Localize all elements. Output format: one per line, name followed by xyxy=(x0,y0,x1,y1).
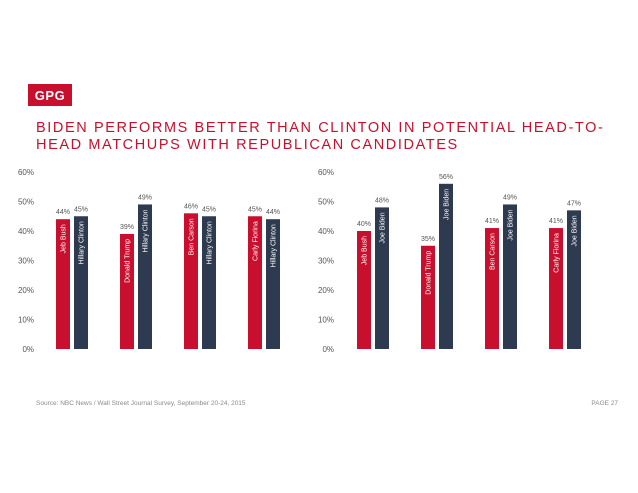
page-number: PAGE 27 xyxy=(591,400,618,407)
y-tick-label: 50% xyxy=(318,198,334,207)
candidate-label: Ben Carson xyxy=(490,233,497,270)
data-label: 45% xyxy=(248,206,262,213)
bar xyxy=(184,213,198,349)
bar xyxy=(202,216,216,349)
gpg-logo: GPG xyxy=(28,84,72,106)
bar xyxy=(375,207,389,349)
candidate-label: Hillary Clinton xyxy=(271,224,278,267)
bar xyxy=(120,233,134,349)
slide-title: BIDEN PERFORMS BETTER THAN CLINTON IN PO… xyxy=(36,120,605,153)
data-label: 40% xyxy=(357,221,371,228)
candidate-label: Donald Trump xyxy=(426,251,433,295)
clinton-matchups-chart: 0% 10% 20% 30% 40% 50% 60% 44% Jeb Bush 45% Hillar… xyxy=(18,168,280,354)
data-label: 41% xyxy=(549,218,563,225)
bar xyxy=(485,228,499,349)
data-label: 41% xyxy=(485,218,499,225)
data-label: 46% xyxy=(184,203,198,210)
data-label: 47% xyxy=(567,200,581,207)
candidate-label: Joe Biden xyxy=(508,209,515,240)
candidate-label: Hillary Clinton xyxy=(79,221,86,264)
source-note: Source: NBC News / Wall Street Journal S… xyxy=(36,400,246,407)
bar xyxy=(357,231,371,349)
bar xyxy=(248,216,262,349)
y-tick-label: 30% xyxy=(18,257,34,266)
bar xyxy=(567,210,581,349)
data-label: 44% xyxy=(56,209,70,216)
y-tick-label: 60% xyxy=(318,168,334,177)
candidate-label: Carly Fiorina xyxy=(554,233,561,273)
data-label: 35% xyxy=(421,236,435,243)
y-tick-label: 0% xyxy=(22,345,34,354)
data-label: 49% xyxy=(503,194,517,201)
y-tick-label: 50% xyxy=(18,198,34,207)
y-tick-label: 20% xyxy=(318,286,334,295)
candidate-label: Carly Fiorina xyxy=(253,221,260,261)
bar xyxy=(56,219,70,349)
bar xyxy=(503,204,517,349)
data-label: 56% xyxy=(439,174,453,181)
bar xyxy=(138,204,152,349)
y-tick-label: 0% xyxy=(322,345,334,354)
data-label: 45% xyxy=(202,206,216,213)
bar xyxy=(439,183,453,349)
candidate-label: Joe Biden xyxy=(380,212,387,243)
candidate-label: Joe Biden xyxy=(572,215,579,246)
y-tick-label: 60% xyxy=(18,168,34,177)
candidate-label: Donald Trump xyxy=(125,239,132,283)
y-tick-label: 40% xyxy=(318,227,334,236)
data-label: 45% xyxy=(74,206,88,213)
y-tick-label: 10% xyxy=(18,316,34,325)
candidate-label: Hillary Clinton xyxy=(207,221,214,264)
data-label: 39% xyxy=(120,224,134,231)
data-label: 48% xyxy=(375,197,389,204)
candidate-label: Jeb Bush xyxy=(362,236,369,265)
y-tick-label: 40% xyxy=(18,227,34,236)
bar xyxy=(421,245,435,349)
candidate-label: Ben Carson xyxy=(189,218,196,255)
data-label: 44% xyxy=(266,209,280,216)
y-tick-label: 10% xyxy=(318,316,334,325)
candidate-label: Joe Biden xyxy=(444,189,451,220)
candidate-label: Hillary Clinton xyxy=(143,209,150,252)
bar xyxy=(549,228,563,349)
data-label: 49% xyxy=(138,194,152,201)
bar xyxy=(266,219,280,349)
bar xyxy=(74,216,88,349)
y-tick-label: 20% xyxy=(18,286,34,295)
biden-matchups-chart: 0% 10% 20% 30% 40% 50% 60% 40% Jeb Bush 48% Joe Bi… xyxy=(318,168,581,354)
y-tick-label: 30% xyxy=(318,257,334,266)
candidate-label: Jeb Bush xyxy=(61,224,68,253)
